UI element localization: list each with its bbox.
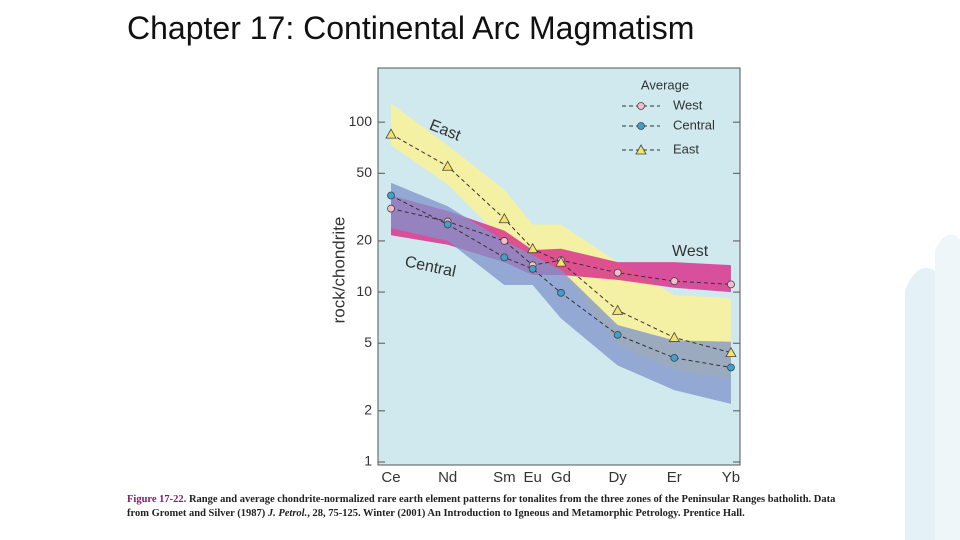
journal: J. Petrol.: [267, 508, 308, 519]
marker: [727, 280, 735, 289]
y-tick-label: 5: [364, 334, 372, 350]
marker: [670, 353, 679, 362]
x-tick-label: Nd: [438, 469, 457, 486]
marker: [727, 363, 735, 372]
legend-title: Average: [641, 77, 689, 92]
marker: [387, 191, 395, 200]
x-tick-label: Sm: [493, 469, 516, 486]
marker: [500, 253, 509, 262]
slide-title: Chapter 17: Continental Arc Magmatism: [127, 10, 695, 46]
range-band: [391, 103, 731, 379]
marker: [670, 277, 679, 286]
marker: [500, 237, 509, 245]
decoration: [905, 267, 940, 540]
legend-label: Central: [673, 117, 715, 132]
y-tick-label: 2: [364, 402, 372, 418]
band-label: West: [672, 243, 709, 260]
marker: [498, 212, 510, 224]
marker: [443, 220, 452, 229]
legend-marker: [637, 102, 645, 110]
figure-label: Figure 17-22.: [127, 494, 187, 505]
legend-marker: [637, 122, 645, 130]
marker: [526, 242, 539, 254]
y-tick-label: 100: [349, 113, 373, 129]
marker: [668, 331, 680, 342]
x-tick-label: Dy: [608, 469, 627, 486]
marker: [385, 128, 397, 139]
caption-text: Range and average chondrite-normalized r…: [127, 494, 836, 519]
marker: [613, 330, 622, 339]
x-tick-label: Er: [667, 469, 682, 486]
average-line: [390, 208, 731, 285]
x-tick-label: Gd: [551, 469, 571, 486]
marker: [528, 264, 537, 273]
x-tick-label: Ce: [381, 469, 400, 486]
marker: [441, 160, 454, 171]
y-tick-label: 50: [356, 164, 372, 180]
average-line: [390, 195, 732, 368]
y-axis-label: rock/chondrite: [329, 217, 348, 324]
x-tick-label: Yb: [722, 469, 740, 486]
marker: [613, 268, 622, 277]
marker: [557, 288, 565, 297]
marker: [725, 346, 737, 358]
decoration: [935, 234, 960, 540]
legend-marker: [635, 144, 647, 155]
y-tick-label: 20: [356, 232, 372, 248]
legend-label: West: [673, 97, 703, 112]
x-tick-label: Eu: [523, 469, 541, 486]
marker: [555, 256, 567, 267]
caption: Figure 17-22. Range and average chondrit…: [127, 493, 837, 521]
marker: [611, 304, 624, 315]
legend-label: East: [673, 141, 699, 156]
range-band: [391, 195, 731, 293]
caption-text: , 28, 75-125. Winter (2001) An Introduct…: [307, 508, 745, 519]
y-tick-label: 10: [356, 283, 372, 299]
average-line: [390, 133, 732, 354]
y-tick-label: 1: [364, 453, 372, 469]
marker: [387, 204, 395, 213]
